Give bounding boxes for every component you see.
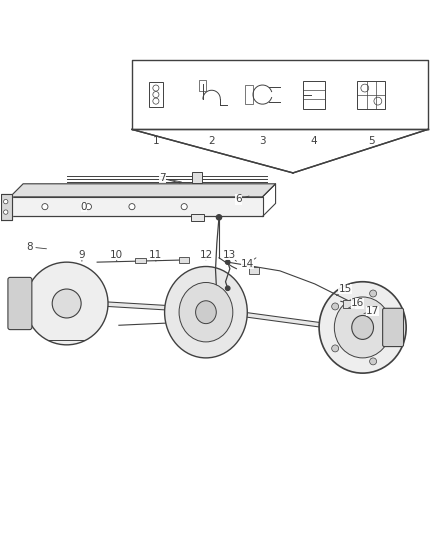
Circle shape xyxy=(181,204,187,209)
FancyBboxPatch shape xyxy=(383,308,403,346)
Ellipse shape xyxy=(319,282,406,373)
Circle shape xyxy=(216,215,222,220)
Circle shape xyxy=(129,204,135,209)
Text: 8: 8 xyxy=(26,242,46,252)
Bar xyxy=(192,172,202,183)
Text: 0: 0 xyxy=(81,201,87,212)
Text: 14: 14 xyxy=(240,258,256,269)
Text: 17: 17 xyxy=(364,306,379,316)
FancyBboxPatch shape xyxy=(8,277,32,329)
Ellipse shape xyxy=(352,316,374,340)
Text: 6: 6 xyxy=(235,195,249,205)
Ellipse shape xyxy=(196,301,216,324)
Circle shape xyxy=(370,290,377,297)
Text: 2: 2 xyxy=(208,136,215,146)
Ellipse shape xyxy=(52,289,81,318)
Text: 9: 9 xyxy=(78,250,85,261)
Circle shape xyxy=(4,199,8,204)
Text: 13: 13 xyxy=(223,250,237,261)
Text: 4: 4 xyxy=(311,136,317,146)
Circle shape xyxy=(226,286,230,290)
Bar xyxy=(245,85,253,104)
Ellipse shape xyxy=(179,282,233,342)
Bar xyxy=(357,80,385,109)
Circle shape xyxy=(393,324,400,331)
Bar xyxy=(343,300,354,308)
Circle shape xyxy=(332,303,339,310)
Text: 3: 3 xyxy=(259,136,266,146)
Circle shape xyxy=(42,204,48,209)
Circle shape xyxy=(370,358,377,365)
Text: 1: 1 xyxy=(152,136,159,146)
Bar xyxy=(198,80,206,91)
Text: 7: 7 xyxy=(159,173,181,183)
Circle shape xyxy=(85,204,92,209)
Ellipse shape xyxy=(25,262,108,345)
Circle shape xyxy=(226,260,230,264)
Text: 15: 15 xyxy=(336,284,352,296)
Text: 16: 16 xyxy=(349,298,364,309)
Bar xyxy=(249,268,259,274)
Text: 10: 10 xyxy=(110,250,123,261)
Bar xyxy=(191,214,204,221)
Polygon shape xyxy=(1,194,12,220)
Polygon shape xyxy=(10,184,276,197)
Bar xyxy=(179,257,189,263)
Polygon shape xyxy=(10,197,262,216)
Ellipse shape xyxy=(165,266,247,358)
Bar xyxy=(148,83,163,107)
Text: 0: 0 xyxy=(81,202,87,212)
Bar xyxy=(303,80,325,109)
Bar xyxy=(135,258,146,263)
Ellipse shape xyxy=(334,297,391,358)
Circle shape xyxy=(4,210,8,214)
Polygon shape xyxy=(132,130,428,173)
Text: 11: 11 xyxy=(149,250,162,261)
Circle shape xyxy=(332,345,339,352)
Text: 12: 12 xyxy=(199,250,212,260)
Text: 5: 5 xyxy=(368,136,374,146)
